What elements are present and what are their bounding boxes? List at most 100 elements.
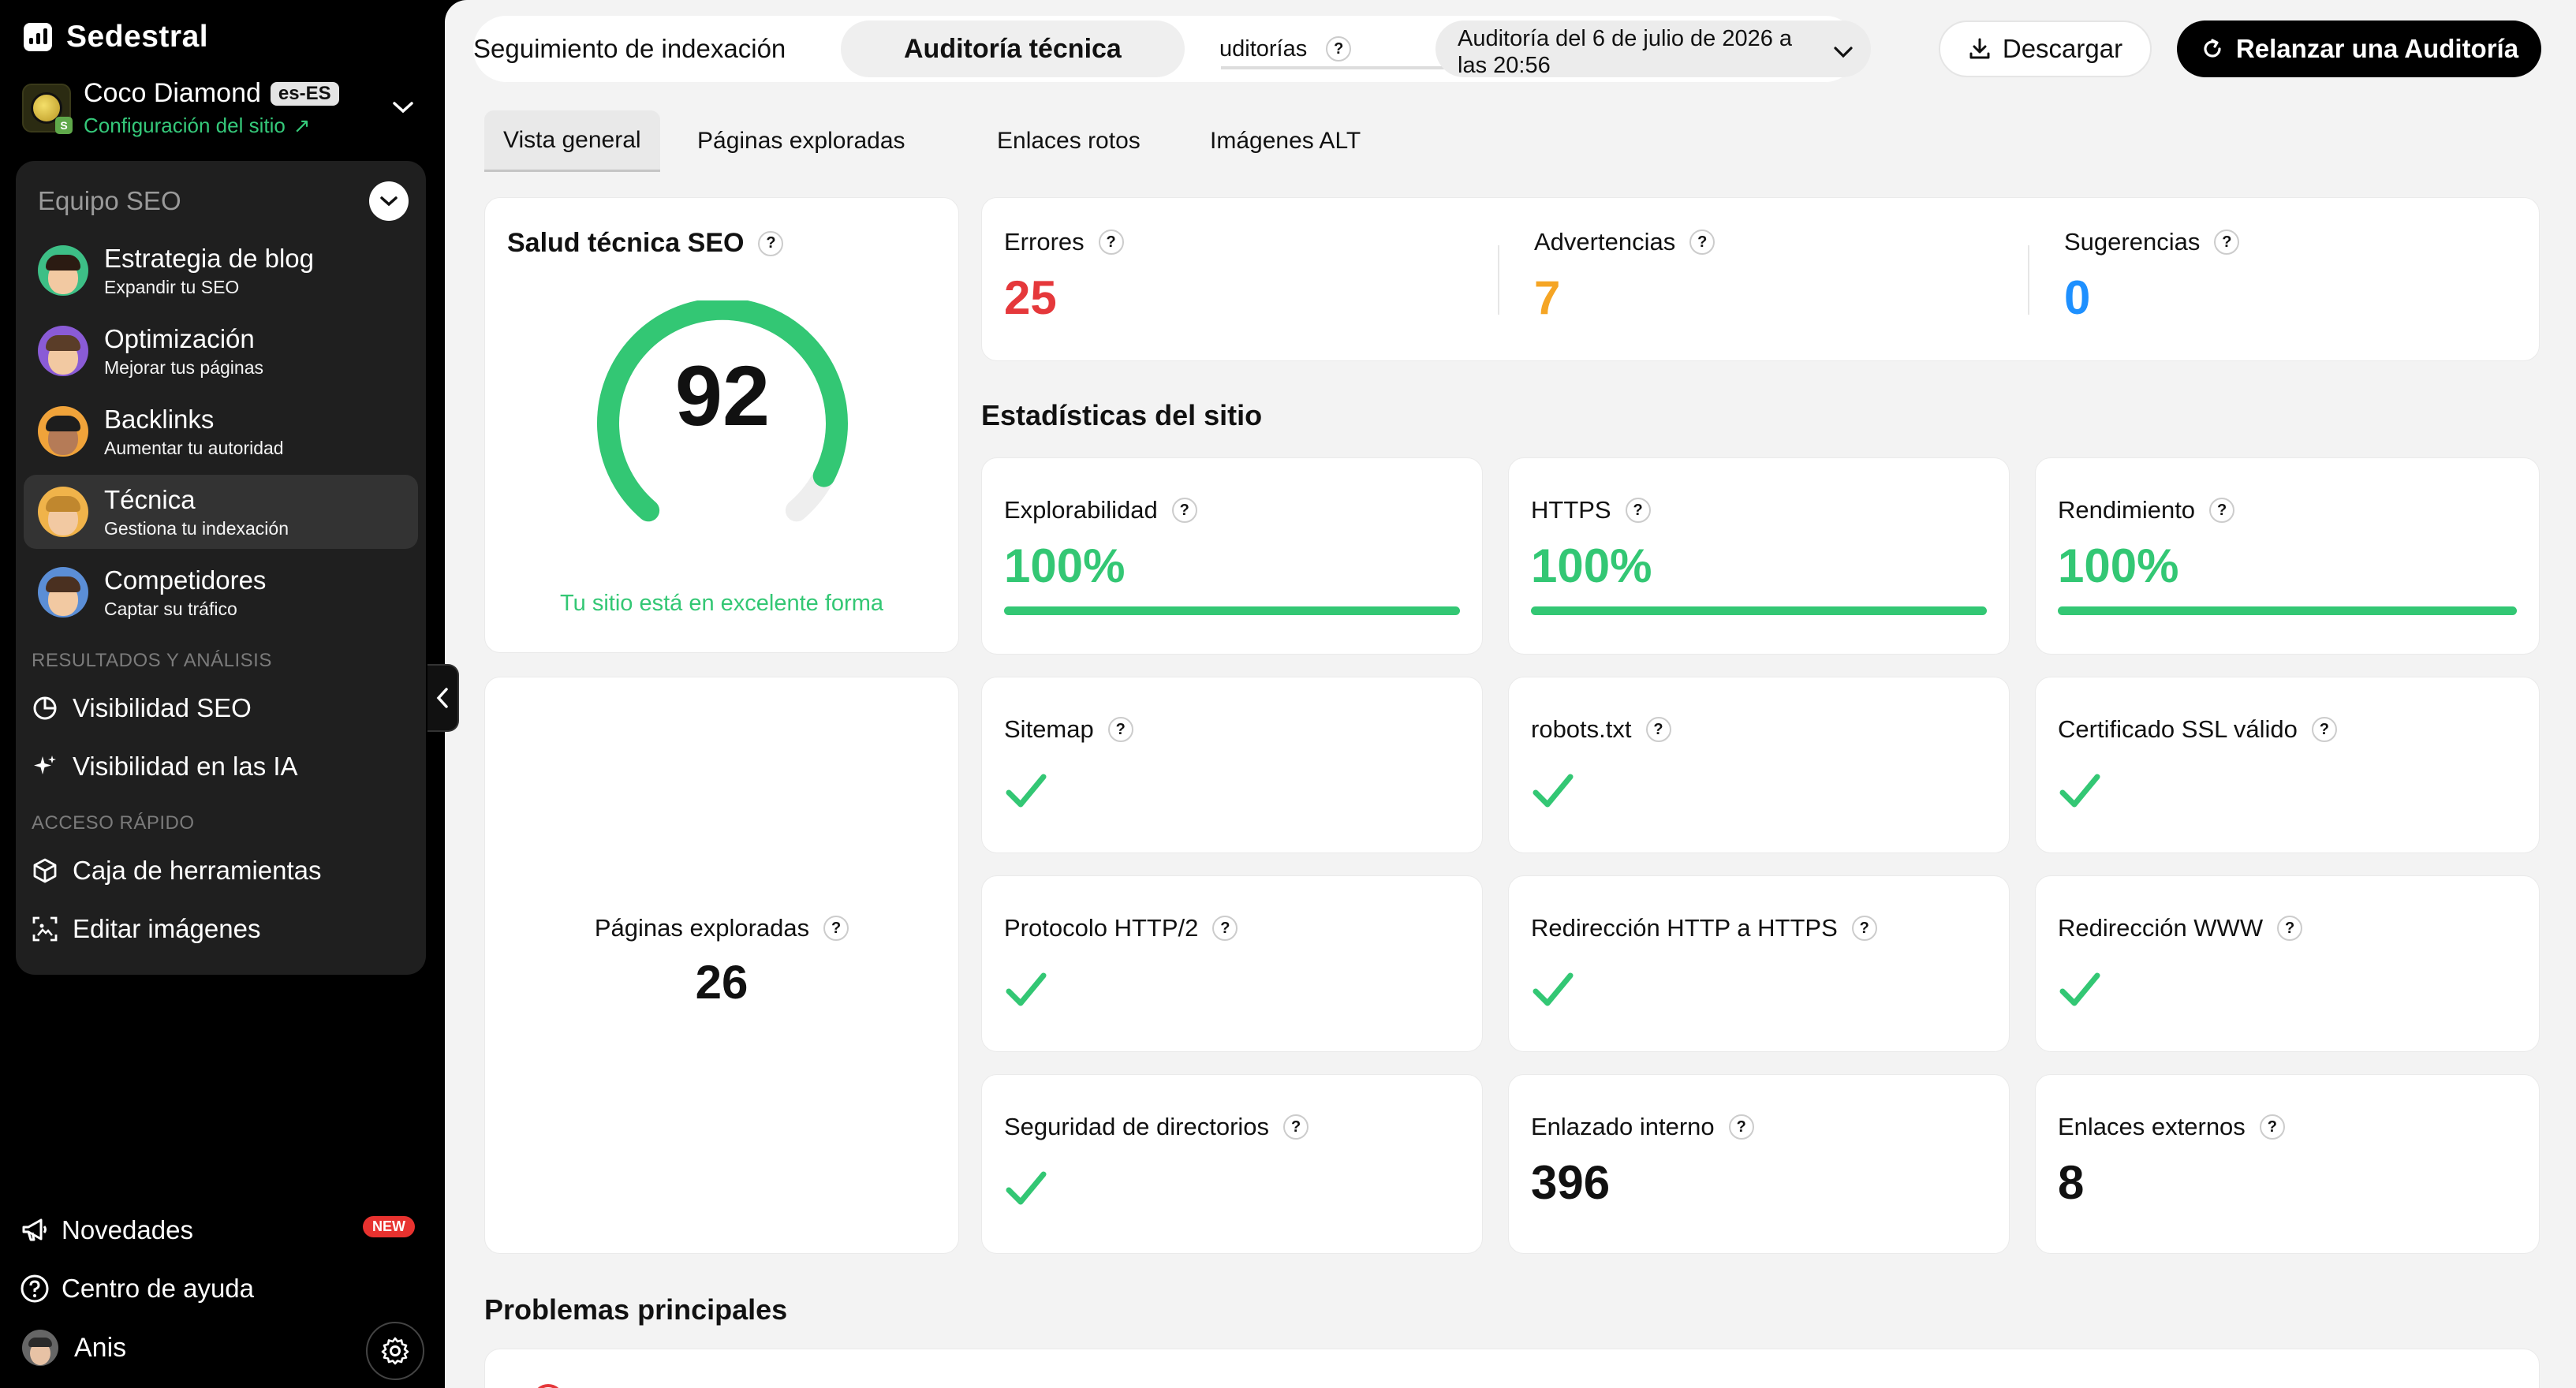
- help-icon[interactable]: ?: [1728, 1114, 1754, 1140]
- help-icon[interactable]: ?: [1625, 498, 1651, 523]
- download-button[interactable]: Descargar: [1939, 21, 2152, 77]
- audit-date-select[interactable]: Auditoría del 6 de julio de 2026 a las 2…: [1435, 21, 1871, 78]
- agent-subtitle: Gestiona tu indexación: [104, 517, 289, 539]
- help-icon[interactable]: ?: [2277, 916, 2303, 941]
- agent-subtitle: Aumentar tu autoridad: [104, 437, 284, 458]
- nav-label: Editar imágenes: [73, 914, 261, 943]
- nav-label: Visibilidad SEO: [73, 693, 252, 722]
- chevron-down-icon[interactable]: [391, 95, 415, 121]
- check-icon: [1533, 774, 1574, 808]
- pages-explored-card: Páginas exploradas ? 26: [484, 677, 959, 1254]
- check-label: Certificado SSL válido: [2058, 715, 2298, 743]
- help-icon[interactable]: ?: [1098, 229, 1124, 255]
- agent-avatar: [38, 326, 88, 376]
- directory-security-card: Seguridad de directorios?: [981, 1074, 1483, 1254]
- tab-indexing-tracking[interactable]: Seguimiento de indexación: [473, 16, 786, 82]
- warnings-count: 7: [1534, 271, 1561, 324]
- site-config-link[interactable]: Configuración del sitio ↗: [84, 114, 339, 138]
- site-switcher[interactable]: S Coco Diamond es-ES Configuración del s…: [22, 73, 423, 144]
- nav-news[interactable]: Novedades: [19, 1208, 193, 1252]
- check-icon: [1006, 972, 1047, 1006]
- help-icon[interactable]: ?: [1283, 1114, 1309, 1140]
- collapse-sidebar-button[interactable]: [427, 664, 459, 732]
- seo-health-title-text: Salud técnica SEO: [507, 228, 745, 258]
- check-label: Protocolo HTTP/2: [1004, 914, 1199, 942]
- seo-health-title: Salud técnica SEO ?: [507, 228, 784, 259]
- tab-label: uditorías: [1219, 35, 1308, 62]
- agent-blog-strategy[interactable]: Estrategia de blog Expandir tu SEO: [24, 233, 418, 308]
- download-label: Descargar: [2002, 34, 2123, 63]
- help-icon[interactable]: ?: [1326, 36, 1352, 62]
- count-label: Enlazado interno: [1531, 1113, 1715, 1140]
- subtab-broken-links[interactable]: Enlaces rotos: [997, 110, 1141, 172]
- subtab-overview[interactable]: Vista general: [484, 110, 660, 172]
- sidebar: Sedestral S Coco Diamond es-ES Configura…: [0, 0, 445, 1388]
- progress-bar: [1004, 606, 1460, 615]
- robots-card: robots.txt?: [1508, 677, 2010, 853]
- agent-technical[interactable]: Técnica Gestiona tu indexación: [24, 475, 418, 549]
- performance-card: Rendimiento? 100%: [2035, 457, 2540, 655]
- agent-name: Técnica: [104, 484, 196, 514]
- help-icon[interactable]: ?: [1689, 229, 1715, 255]
- nav-help-center[interactable]: Centro de ayuda: [19, 1267, 254, 1311]
- help-icon[interactable]: ?: [758, 230, 784, 256]
- check-label: Redirección WWW: [2058, 914, 2264, 942]
- help-icon[interactable]: ?: [1212, 916, 1238, 941]
- user-name: Anis: [74, 1332, 127, 1363]
- check-label: Redirección HTTP a HTTPS: [1531, 914, 1838, 942]
- settings-button[interactable]: [366, 1322, 424, 1380]
- site-name: Coco Diamond: [84, 78, 261, 108]
- site-avatar: S: [22, 84, 73, 134]
- help-icon[interactable]: ?: [2214, 229, 2240, 255]
- relaunch-audit-button[interactable]: Relanzar una Auditoría: [2177, 21, 2541, 77]
- subtab-alt-images[interactable]: Imágenes ALT: [1210, 110, 1361, 172]
- help-icon[interactable]: ?: [1851, 916, 1877, 941]
- nav-seo-visibility[interactable]: Visibilidad SEO: [32, 685, 410, 732]
- suggestions-count: 0: [2064, 271, 2091, 324]
- agent-name: Optimización: [104, 323, 255, 353]
- agent-competitors[interactable]: Competidores Captar su tráfico: [24, 555, 418, 629]
- chevron-down-icon: [1833, 38, 1854, 65]
- relaunch-label: Relanzar una Auditoría: [2235, 34, 2519, 63]
- stat-label: Explorabilidad: [1004, 496, 1158, 524]
- help-icon[interactable]: ?: [2209, 498, 2235, 523]
- help-icon[interactable]: ?: [2311, 717, 2337, 742]
- seo-team-title: Equipo SEO: [38, 186, 181, 215]
- seo-team-header[interactable]: Equipo SEO: [38, 180, 409, 222]
- user-profile[interactable]: Anis: [22, 1330, 126, 1366]
- agent-optimization[interactable]: Optimización Mejorar tus páginas: [24, 314, 418, 388]
- chevron-down-icon[interactable]: [369, 181, 409, 221]
- shop-icon: S: [55, 117, 73, 134]
- help-icon[interactable]: ?: [823, 916, 849, 941]
- warnings-label: Advertencias ?: [1534, 228, 1715, 256]
- help-icon[interactable]: ?: [2259, 1114, 2285, 1140]
- pages-explored-label: Páginas exploradas ?: [485, 914, 958, 942]
- help-icon[interactable]: ?: [1645, 717, 1671, 742]
- nav-toolbox[interactable]: Caja de herramientas: [32, 847, 410, 894]
- count-value: 8: [2058, 1156, 2085, 1209]
- nav-edit-images[interactable]: Editar imágenes: [32, 905, 410, 953]
- divider: [2028, 245, 2029, 315]
- progress-bar: [1531, 606, 1987, 615]
- subtab-label: Vista general: [503, 126, 641, 153]
- suggestions-label: Sugerencias ?: [2064, 228, 2240, 256]
- help-icon[interactable]: ?: [1171, 498, 1197, 523]
- chevron-left-icon: [436, 688, 448, 708]
- agent-backlinks[interactable]: Backlinks Aumentar tu autoridad: [24, 394, 418, 468]
- www-redirect-card: Redirección WWW?: [2035, 875, 2540, 1052]
- agent-name: Competidores: [104, 565, 267, 595]
- tab-audits[interactable]: uditorías ?: [1219, 16, 1352, 82]
- brand[interactable]: Sedestral: [24, 17, 208, 57]
- count-label: Enlaces externos: [2058, 1113, 2246, 1140]
- site-config-label: Configuración del sitio: [84, 114, 286, 137]
- nav-ai-visibility[interactable]: Visibilidad en las IA: [32, 743, 410, 790]
- http-https-redirect-card: Redirección HTTP a HTTPS?: [1508, 875, 2010, 1052]
- help-icon[interactable]: ?: [1107, 717, 1133, 742]
- nav-label: Visibilidad en las IA: [73, 752, 298, 781]
- tab-label: Seguimiento de indexación: [473, 34, 786, 63]
- tab-technical-audit[interactable]: Auditoría técnica: [841, 21, 1185, 77]
- subtab-pages-explored[interactable]: Páginas exploradas: [697, 110, 905, 172]
- external-links-card: Enlaces externos? 8: [2035, 1074, 2540, 1254]
- health-gauge: 92: [597, 300, 848, 522]
- check-label: Seguridad de directorios: [1004, 1113, 1270, 1140]
